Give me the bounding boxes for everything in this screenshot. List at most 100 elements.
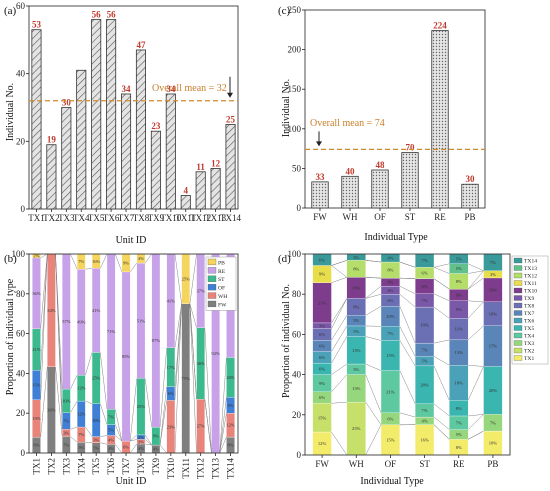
connector-line <box>129 262 138 273</box>
panel-a-frame <box>28 5 239 210</box>
legend-swatch <box>207 300 217 308</box>
segment-label: 19% <box>420 323 429 328</box>
connector-line <box>115 444 123 454</box>
legend-entry: FW <box>218 302 227 308</box>
panel-a-xtick-label: TX2 <box>43 213 60 223</box>
legend-swatch <box>513 340 523 346</box>
legend-swatch <box>513 332 523 339</box>
panel-c-ytick-label: 100 <box>288 124 302 134</box>
panel-b-xtick-label: TX14 <box>226 458 236 479</box>
bar <box>401 152 419 209</box>
connector-line <box>433 278 450 290</box>
connector-line <box>365 277 382 279</box>
connector-line <box>467 325 484 341</box>
segment-label: 7% <box>422 408 428 413</box>
connector-line <box>467 414 484 430</box>
panel-d-xtick-label: ST <box>419 459 430 469</box>
segment-label: 25% <box>92 376 101 381</box>
connector-line <box>40 253 48 329</box>
legend-swatch <box>207 258 217 266</box>
legend-swatch <box>513 280 523 286</box>
segment-label: 15% <box>386 438 395 443</box>
connector-line <box>468 365 484 367</box>
connector-line <box>144 434 152 446</box>
panel-b-ylabel: Proportion of individual type <box>5 278 16 395</box>
segment-label: 6% <box>387 298 393 303</box>
segment-label: 8% <box>353 304 359 309</box>
connector-line <box>144 378 153 428</box>
panel-a-xtick-label: TX10 <box>160 213 181 223</box>
panel-d-ytick-label: 60 <box>292 329 302 339</box>
connector-line <box>129 378 138 442</box>
connector-line <box>331 315 348 341</box>
panel-b-ytick-label: 20 <box>16 408 26 418</box>
connector-line <box>219 357 227 454</box>
panel-b-xtick-label: TX11 <box>181 458 191 479</box>
panel-b-xtick-label: TX5 <box>91 458 101 475</box>
legend-entry: TX2 <box>524 349 534 355</box>
connector-line <box>399 277 416 279</box>
connector-line <box>85 400 93 404</box>
panel-d-xtick-label: RE <box>453 459 465 469</box>
legend-swatch <box>513 302 523 309</box>
segment-label: 92% <box>211 351 220 356</box>
connector-line <box>467 301 484 319</box>
bar <box>371 169 389 209</box>
segment-label: 6% <box>319 332 325 337</box>
segment-label: 8% <box>422 284 428 289</box>
segment-label: 5% <box>108 428 114 433</box>
legend-entry: WH <box>218 294 227 300</box>
segment-label: 21% <box>318 300 327 305</box>
segment-label: 20% <box>420 382 429 387</box>
connector-line <box>144 253 152 264</box>
panel-b-xtick-label: TX3 <box>61 458 71 475</box>
panel-a-xtick-label: TX1 <box>28 213 45 223</box>
segment-label: 16% <box>420 437 429 442</box>
connector-line <box>399 261 416 268</box>
segment-label: 15% <box>32 383 41 388</box>
connector-line <box>40 253 48 371</box>
legend-entry: TX13 <box>524 266 537 272</box>
connector-line <box>331 401 347 404</box>
connector-line <box>85 426 93 437</box>
connector-line <box>204 399 212 454</box>
connector-line <box>219 413 227 454</box>
segment-label: 8% <box>227 443 233 448</box>
panel-b-ytick-label: 80 <box>16 289 26 299</box>
connector-line <box>70 436 78 443</box>
segment-label: 19% <box>32 416 41 421</box>
connector-line <box>365 363 382 371</box>
connector-line <box>468 430 484 440</box>
panel-b-ytick-label: 40 <box>16 368 26 378</box>
connector-line <box>433 365 450 401</box>
segment-label: 13% <box>455 350 464 355</box>
legend-swatch <box>207 267 217 274</box>
segment-label: 7% <box>422 347 428 352</box>
connector-line <box>100 403 108 425</box>
legend-swatch <box>207 275 217 282</box>
bar-value-label: 30 <box>62 98 72 108</box>
bar-value-label: 70 <box>406 143 416 153</box>
bar <box>311 181 329 209</box>
panel-a-xtick-label: TX7 <box>118 213 135 223</box>
connector-line <box>365 401 382 425</box>
segment-label: 3% <box>93 437 99 442</box>
segment-label: 7% <box>78 259 84 264</box>
segment-label: 6% <box>456 293 462 298</box>
mean-arrowhead <box>227 92 233 98</box>
connector-line <box>331 363 347 375</box>
segment-label: 7% <box>490 260 496 265</box>
bar <box>461 183 479 209</box>
bar-value-label: 40 <box>346 166 356 176</box>
connector-line <box>331 277 347 283</box>
bar-value-label: 30 <box>466 174 476 184</box>
connector-line <box>219 397 227 454</box>
segment-label: 4% <box>153 447 159 452</box>
panel-a-ytick-label: 60 <box>16 1 26 11</box>
legend-entry: TX14 <box>524 259 537 265</box>
segment-label: 37% <box>196 288 205 293</box>
connector-line <box>399 412 416 418</box>
panel-b-frame <box>28 253 239 454</box>
connector-line <box>331 260 347 266</box>
